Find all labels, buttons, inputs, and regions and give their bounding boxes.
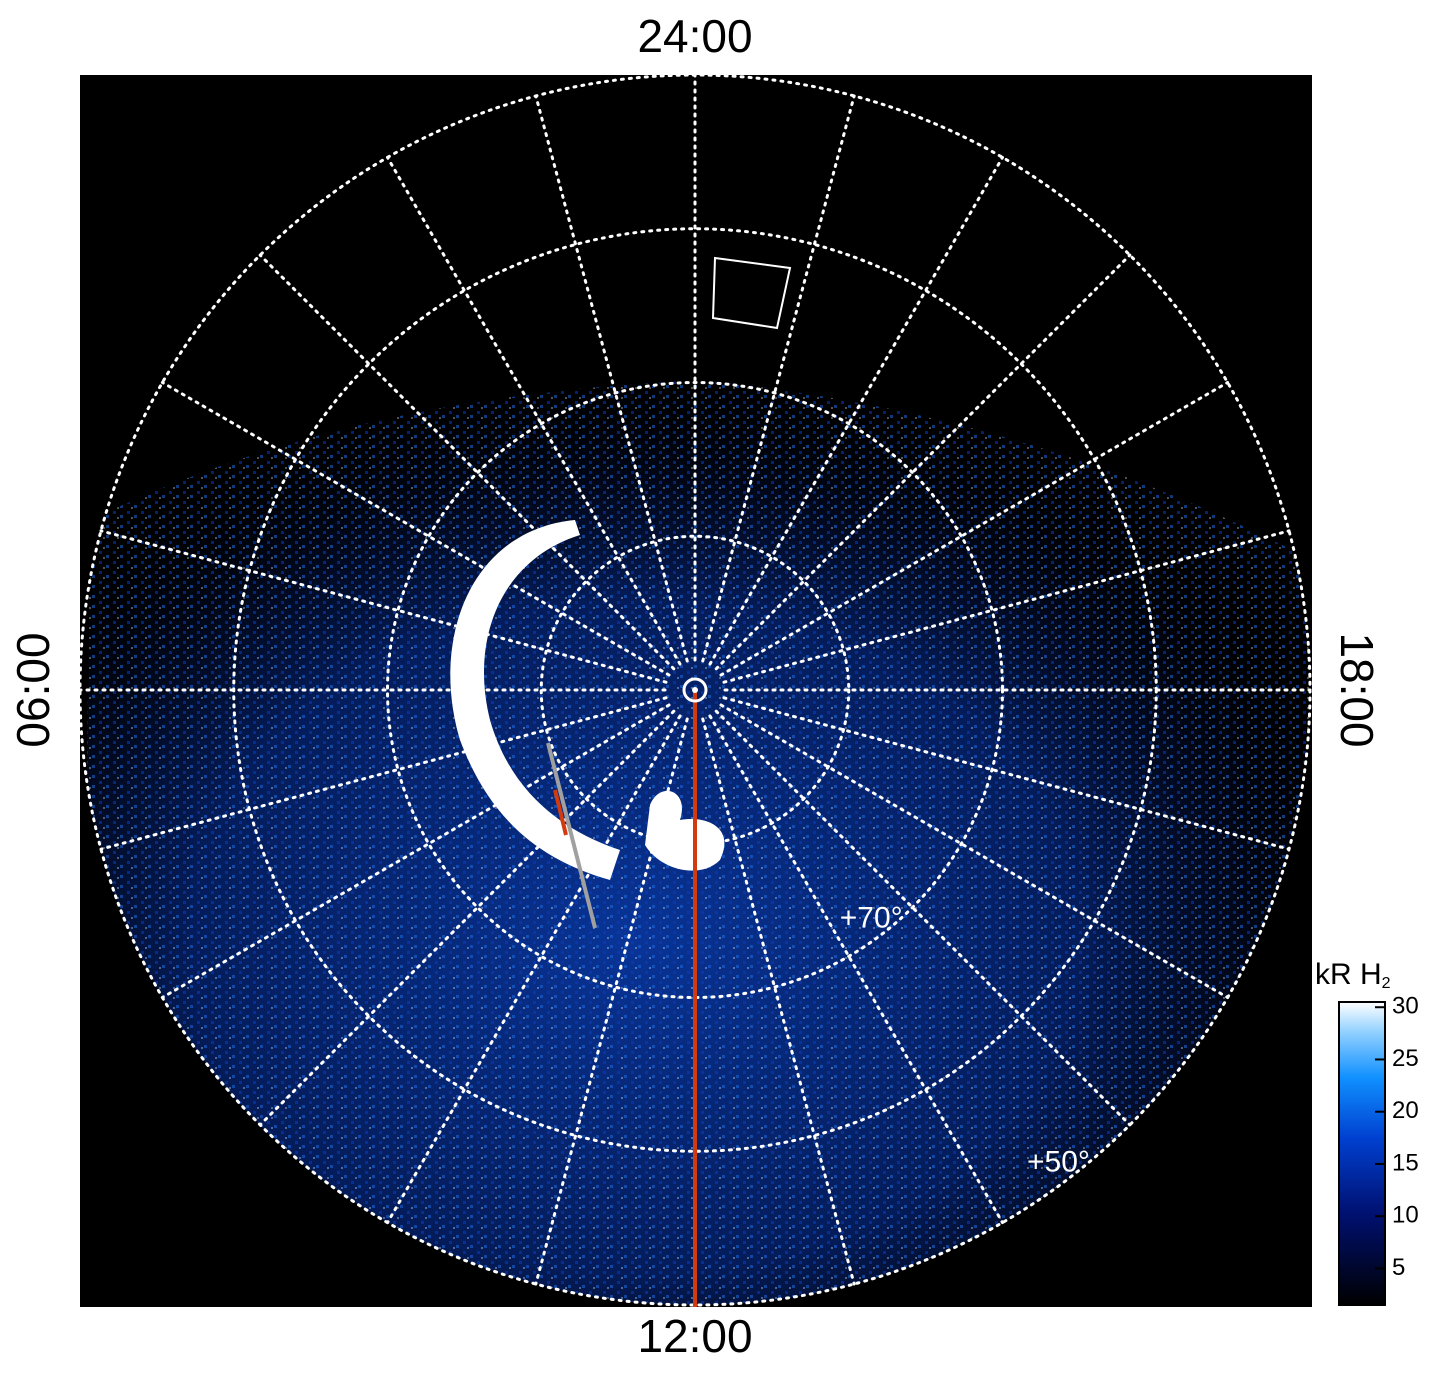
footprint-highlight [553, 789, 568, 836]
meridian [719, 381, 1230, 677]
meridian [722, 529, 1291, 684]
colorbar [1338, 1001, 1386, 1306]
latitude-label: +50° [1027, 1146, 1090, 1179]
colorbar-title-sub: 2 [1382, 975, 1391, 992]
meridian [722, 696, 1291, 851]
region-box [711, 256, 792, 330]
main-oval [450, 520, 620, 880]
meridian [714, 253, 1132, 671]
meridian [99, 696, 668, 851]
hour-label: 12:00 [637, 1310, 752, 1362]
colorbar-tick-label: 25 [1392, 1045, 1419, 1072]
meridian [258, 253, 676, 671]
colorbar-tick-label: 5 [1392, 1254, 1405, 1281]
meridian [534, 717, 689, 1286]
meridian [160, 703, 671, 999]
colorbar-title-main: kR H [1315, 958, 1382, 991]
meridian [701, 94, 856, 663]
hour-label: 18:00 [1331, 632, 1383, 747]
meridian [258, 709, 676, 1127]
meridian [386, 714, 682, 1225]
colorbar-tick-label: 30 [1392, 993, 1419, 1020]
meridian [708, 155, 1004, 666]
footprint-line [546, 742, 597, 929]
meridian [719, 703, 1230, 999]
meridian [386, 155, 682, 666]
colorbar-title: kR H2 [1315, 958, 1391, 992]
meridian [701, 717, 856, 1286]
bright-spot [645, 790, 725, 871]
meridian [708, 714, 1004, 1225]
pole-marker [682, 677, 708, 703]
meridian [160, 381, 671, 677]
colorbar-tick-label: 15 [1392, 1149, 1419, 1176]
colorbar-tick-label: 10 [1392, 1202, 1419, 1229]
meridian [714, 709, 1132, 1127]
meridian [99, 529, 668, 684]
colorbar-tick-label: 20 [1392, 1097, 1419, 1124]
pole-dot [692, 687, 698, 693]
hour-label: 24:00 [637, 10, 752, 62]
latitude-label: +70° [840, 902, 903, 935]
meridian [534, 94, 689, 663]
hour-label: 06:00 [7, 632, 59, 747]
